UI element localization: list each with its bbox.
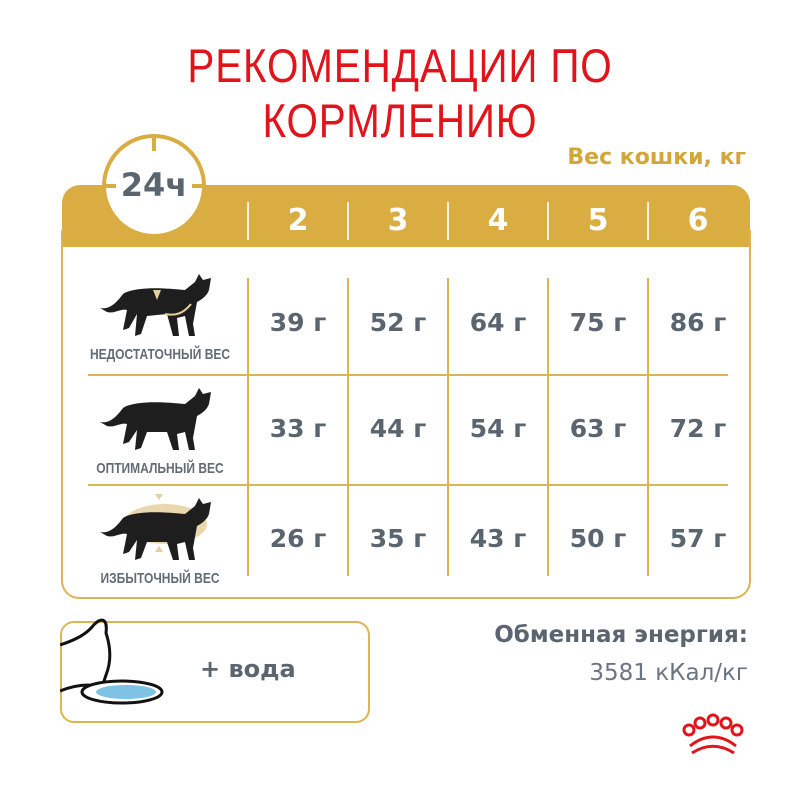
clock-icon (102, 134, 206, 238)
feeding-table (61, 230, 751, 599)
portion-cell: 86 г (669, 308, 727, 337)
row-label-optimal: ОПТИМАЛЬНЫЙ ВЕС (96, 460, 224, 477)
header-separator (247, 202, 249, 240)
portion-cell: 33 г (269, 414, 327, 443)
portion-cell: 52 г (369, 308, 427, 337)
header-separator (447, 202, 449, 240)
portion-cell: 57 г (669, 524, 727, 553)
portion-cell: 50 г (569, 524, 627, 553)
portion-cell: 26 г (269, 524, 327, 553)
portion-cell: 43 г (469, 524, 527, 553)
portion-cell: 54 г (469, 414, 527, 443)
portion-cell: 39 г (269, 308, 327, 337)
row-divider (88, 374, 728, 376)
weight-col-2: 2 (287, 203, 309, 238)
energy-value: 3581 кКал/кг (589, 660, 748, 686)
header-separator (347, 202, 349, 240)
page-title: РЕКОМЕНДАЦИИ ПО КОРМЛЕНИЮ (187, 39, 613, 147)
water-label: + вода (200, 655, 296, 683)
header-separator (647, 202, 649, 240)
column-divider (347, 278, 349, 576)
portion-cell: 64 г (469, 308, 527, 337)
overweight-cat-icon (100, 494, 211, 560)
column-divider (447, 278, 449, 576)
row-divider (88, 484, 728, 486)
energy-label: Обменная энергия: (494, 622, 748, 648)
portion-cell: 63 г (569, 414, 627, 443)
water-box (60, 621, 370, 723)
column-divider (547, 278, 549, 576)
optimal-weight-cat-icon (100, 388, 211, 450)
column-divider (247, 278, 249, 576)
row-label-underweight: НЕДОСТАТОЧНЫЙ ВЕС (89, 346, 231, 363)
portion-cell: 35 г (369, 524, 427, 553)
weight-col-6: 6 (687, 203, 709, 238)
portion-cell: 75 г (569, 308, 627, 337)
period-label: 24ч (120, 166, 188, 204)
royal-canin-crown-logo (682, 713, 744, 755)
weight-col-3: 3 (387, 203, 409, 238)
weight-col-4: 4 (487, 203, 509, 238)
header-separator (547, 202, 549, 240)
column-divider (647, 278, 649, 576)
underweight-cat-icon (100, 274, 211, 336)
weight-col-5: 5 (587, 203, 609, 238)
portion-cell: 72 г (669, 414, 727, 443)
cat-weight-header: Вес кошки, кг (567, 145, 746, 170)
row-label-overweight: ИЗБЫТОЧНЫЙ ВЕС (100, 570, 220, 587)
portion-cell: 44 г (369, 414, 427, 443)
cat-drinking-icon (60, 618, 164, 705)
